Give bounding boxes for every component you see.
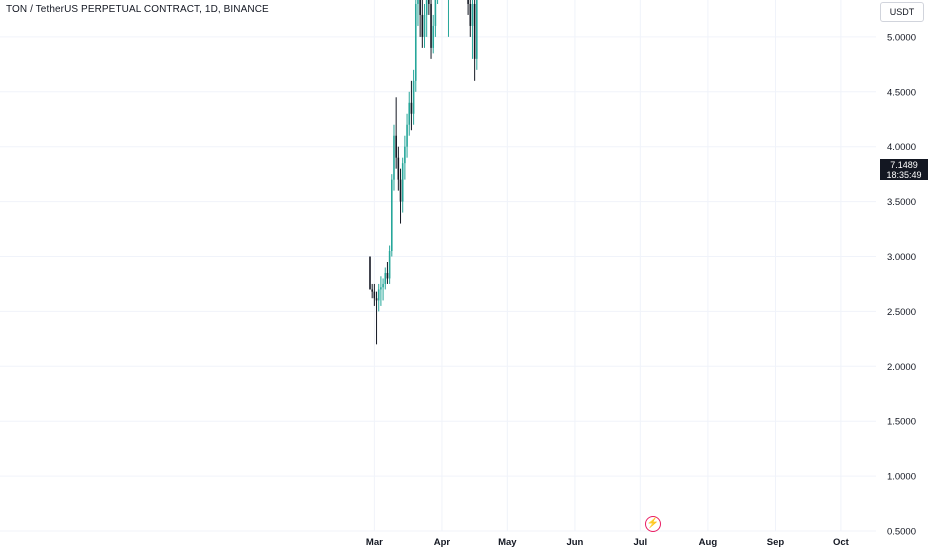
candle-body	[473, 3, 476, 59]
candle-body	[375, 298, 378, 301]
candle-body	[397, 157, 400, 180]
price-tick-label: 4.0000	[887, 142, 916, 153]
candle-body	[399, 179, 402, 202]
candle-body	[382, 283, 384, 288]
price-tick-label: 1.5000	[887, 417, 916, 428]
price-axis[interactable]: 9.50009.00008.50008.00007.50007.00006.50…	[887, 0, 916, 538]
candle-body	[419, 0, 421, 15]
last-price-value: 7.1489	[890, 160, 918, 170]
price-tick-label: 3.0000	[887, 252, 916, 263]
symbol-title: TON / TetherUS PERPETUAL CONTRACT, 1D, B…	[6, 4, 269, 15]
candle-body	[469, 3, 472, 26]
candle-body	[393, 135, 395, 180]
candle-body	[428, 0, 430, 4]
candle-body	[401, 163, 404, 202]
time-axis[interactable]: Mar Apr May Jun Jul Aug Sep Oct	[366, 537, 850, 548]
candle-body	[432, 25, 435, 48]
price-tick-label: 2.5000	[887, 307, 916, 318]
candle-body	[471, 3, 474, 26]
time-tick-label: Jul	[633, 537, 647, 548]
candle-body	[414, 3, 417, 81]
price-tick-label: 4.5000	[887, 87, 916, 98]
time-tick-label: Apr	[434, 537, 451, 548]
time-tick-label: Aug	[699, 537, 718, 548]
candle-body	[391, 179, 393, 252]
bar-countdown: 18:35:49	[886, 170, 922, 180]
time-tick-label: May	[498, 537, 517, 548]
time-tick-label: Sep	[767, 537, 785, 548]
candle-body	[395, 135, 397, 158]
price-tick-label: 5.0000	[887, 32, 916, 43]
price-tick-label: 1.0000	[887, 472, 916, 483]
price-tick-label: 0.5000	[887, 527, 916, 538]
candle-body	[425, 0, 428, 15]
candle-body	[430, 3, 432, 48]
candle-body	[371, 289, 373, 292]
candle-body	[423, 14, 426, 37]
currency-button[interactable]: USDT	[880, 2, 924, 22]
candle-body	[412, 80, 415, 114]
candle-body	[380, 287, 382, 290]
candle-body	[467, 0, 469, 4]
candle-body	[388, 251, 391, 279]
candle-body	[417, 0, 419, 4]
candle-body	[476, 0, 478, 59]
time-tick-label: Jun	[566, 537, 583, 548]
candle-body	[369, 256, 371, 290]
candle-body	[421, 14, 424, 37]
candle-body	[406, 124, 408, 147]
lightning-icon[interactable]: ⚡	[645, 516, 661, 532]
candle-body	[373, 291, 376, 299]
candle-body	[434, 0, 437, 26]
price-tick-label: 3.5000	[887, 197, 916, 208]
candle-body	[377, 289, 380, 301]
time-tick-label: Mar	[366, 537, 383, 548]
candle-body	[386, 272, 389, 279]
candle-body	[384, 272, 387, 284]
candle-body	[410, 102, 413, 114]
price-tick-label: 2.0000	[887, 362, 916, 373]
candle-body	[404, 146, 406, 164]
time-tick-label: Oct	[833, 537, 850, 548]
last-price-label: 7.1489 18:35:49	[880, 159, 928, 180]
candles	[369, 0, 478, 345]
grid	[0, 0, 876, 532]
candle-body	[408, 102, 411, 125]
